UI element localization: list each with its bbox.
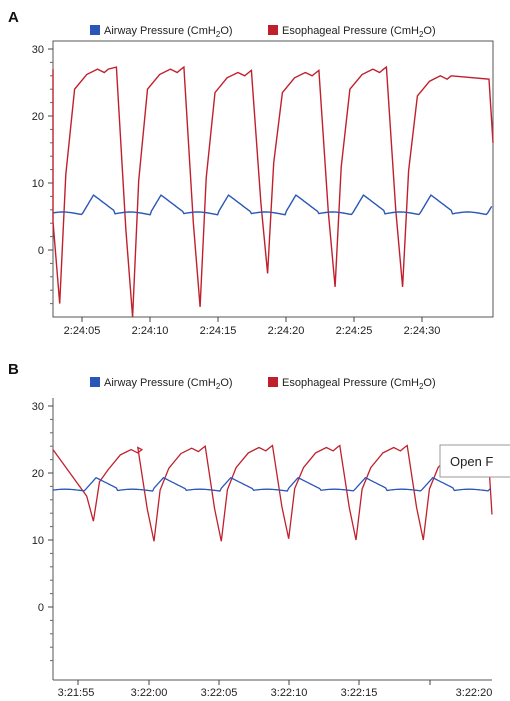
legend-esophageal-swatch [268,25,278,35]
panel-a-letter: A [8,9,19,26]
panel-b-ytick-label-10: 10 [32,535,44,547]
panel-a-minor-ticks [50,61,53,305]
panel-a-ytick-label-20: 20 [32,111,44,123]
legend-airway-swatch-b [90,377,100,387]
panel-b-ytick-label-20: 20 [32,468,44,480]
panel-b-xtick-label-6: 3:22:20 [456,687,493,699]
legend-esophageal-label-b: Esophageal Pressure (CmH2O) [282,377,436,391]
panel-a-xtick-label-6: 2:24:30 [404,325,441,337]
panel-b-plot: 30 20 10 0 3:21:55 3:22:00 3:22:05 3:22:… [32,398,493,699]
panel-b-ytick-label-0: 0 [38,602,44,614]
panel-b-esophageal-line [52,444,493,542]
legend-airway-swatch [90,25,100,35]
panel-a-ytick-label-0: 0 [38,245,44,257]
panel-a-xtick-label-5: 2:24:25 [336,325,373,337]
open-file-popup-box[interactable] [439,444,510,478]
panel-a-ytick-label-30: 30 [32,44,44,56]
panel-a-xtick-label-4: 2:24:20 [268,325,305,337]
panel-b-xtick-label-3: 3:22:05 [201,687,238,699]
legend-airway-label: Airway Pressure (CmH2O) [104,25,233,39]
panel-a-xtick-label-1: 2:24:05 [64,325,101,337]
open-file-popup[interactable]: Open F [439,444,510,478]
panel-b-xtick-label-4: 3:22:10 [271,687,308,699]
panel-b-xtick-label-5: 3:22:15 [341,687,378,699]
open-file-popup-label[interactable]: Open F [450,454,493,469]
legend-airway-label-b: Airway Pressure (CmH2O) [104,377,233,391]
panel-a-esophageal-line [52,65,494,318]
panel-a-ytick-label-10: 10 [32,178,44,190]
panel-b-letter: B [8,361,19,378]
panel-a-airway-line [52,194,493,216]
panel-b-airway-line [52,476,492,492]
legend-esophageal-swatch-b [268,377,278,387]
panel-b-ytick-label-30: 30 [32,401,44,413]
panel-a-legend: Airway Pressure (CmH2O) Esophageal Press… [90,25,436,39]
panel-b-minor-ticks [50,418,53,662]
panel-b-legend: Airway Pressure (CmH2O) Esophageal Press… [90,377,436,391]
panel-a-xtick-label-3: 2:24:15 [200,325,237,337]
panel-b-xtick-label-2: 3:22:00 [131,687,168,699]
panel-a-plot: 30 20 10 0 2:24:05 2:24:10 2:24:15 2:24:… [32,40,494,337]
panel-b-xtick-label-1: 3:21:55 [58,687,95,699]
panel-a-xtick-label-2: 2:24:10 [132,325,169,337]
legend-esophageal-label: Esophageal Pressure (CmH2O) [282,25,436,39]
